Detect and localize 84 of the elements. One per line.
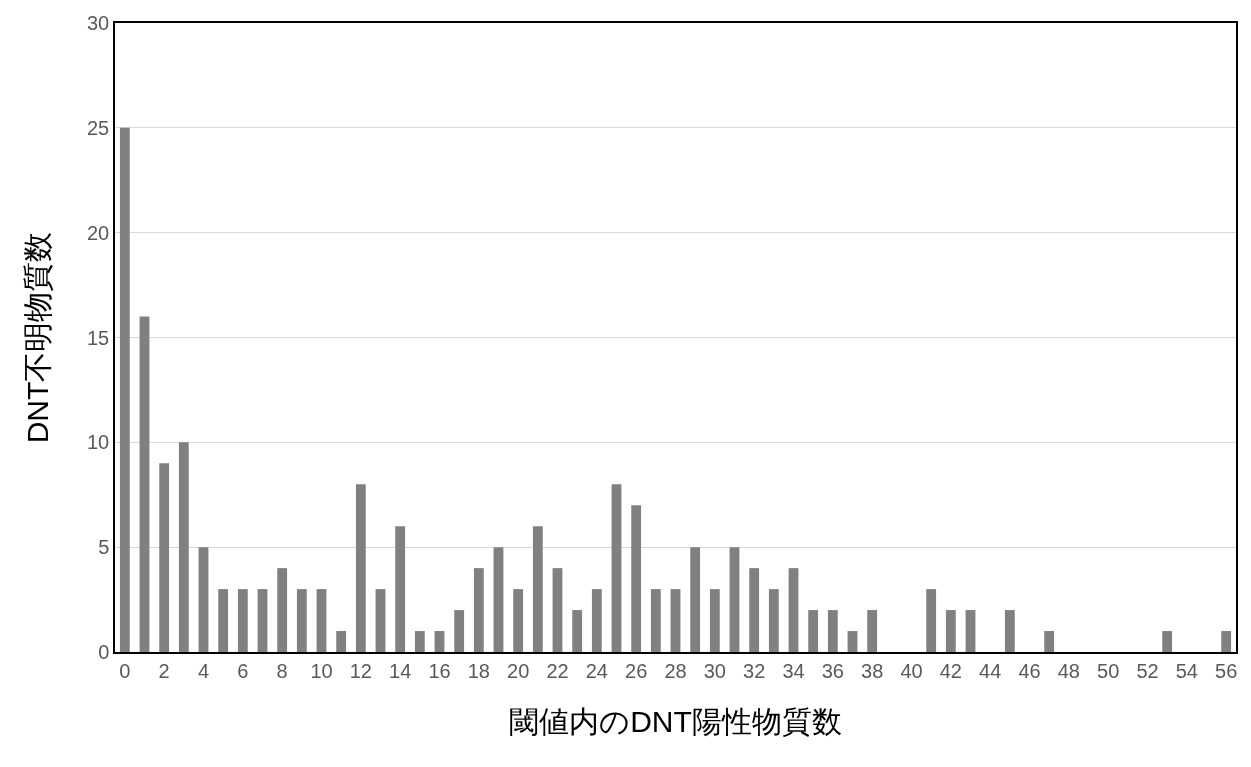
bar — [965, 610, 976, 652]
x-tick-label: 38 — [861, 659, 884, 682]
x-tick-label: 28 — [664, 659, 687, 682]
bar — [198, 547, 209, 652]
bar — [1004, 610, 1015, 652]
bar — [395, 526, 406, 652]
x-tick-label: 24 — [585, 659, 608, 682]
x-tick-label: 22 — [546, 659, 569, 682]
x-tick-label: 36 — [821, 659, 844, 682]
bar — [237, 589, 248, 652]
bar — [336, 631, 347, 652]
x-tick-label: 42 — [939, 659, 962, 682]
bar — [926, 589, 937, 652]
y-tick-label: 5 — [98, 536, 110, 559]
bar — [119, 127, 130, 652]
y-tick-label: 30 — [87, 12, 110, 34]
bar — [277, 568, 288, 652]
x-tick-label: 2 — [158, 659, 170, 682]
x-tick-label: 40 — [900, 659, 923, 682]
bar — [591, 589, 602, 652]
y-tick-label: 10 — [87, 431, 110, 454]
x-tick-label: 52 — [1136, 659, 1159, 682]
bar — [178, 442, 189, 652]
bar — [650, 589, 661, 652]
x-tick-label: 18 — [467, 659, 490, 682]
x-tick-label: 12 — [349, 659, 372, 682]
bar — [670, 589, 681, 652]
bar — [159, 463, 170, 652]
x-tick-label: 44 — [979, 659, 1002, 682]
bar — [690, 547, 701, 652]
bar — [454, 610, 465, 652]
x-tick-label: 14 — [389, 659, 412, 682]
bar — [788, 568, 799, 652]
x-tick-label: 10 — [310, 659, 333, 682]
bar — [572, 610, 583, 652]
bar — [631, 505, 642, 652]
y-tick-label: 20 — [87, 221, 110, 244]
bar — [867, 610, 878, 652]
bar — [552, 568, 563, 652]
bar — [768, 589, 779, 652]
x-tick-label: 0 — [119, 659, 131, 682]
bar — [1044, 631, 1055, 652]
y-tick-label: 0 — [98, 641, 110, 663]
x-tick-label: 8 — [276, 659, 288, 682]
bar — [847, 631, 858, 652]
x-axis-title: 閾値内のDNT陽性物質数 — [509, 704, 842, 738]
x-tick-label: 26 — [625, 659, 648, 682]
bar — [532, 526, 543, 652]
x-tick-label: 56 — [1215, 659, 1238, 682]
y-axis-title: DNT不明物質数 — [20, 231, 54, 444]
bar — [945, 610, 956, 652]
bar — [434, 631, 445, 652]
x-tick-label: 54 — [1175, 659, 1198, 682]
bar — [473, 568, 484, 652]
bar — [513, 589, 524, 652]
x-tick-label: 6 — [237, 659, 249, 682]
bar — [257, 589, 268, 652]
bar — [296, 589, 307, 652]
bar — [355, 484, 366, 652]
bar — [218, 589, 229, 652]
bar — [493, 547, 504, 652]
x-tick-label: 46 — [1018, 659, 1041, 682]
bar — [414, 631, 425, 652]
bar — [316, 589, 327, 652]
x-tick-label: 50 — [1097, 659, 1120, 682]
x-tick-label: 48 — [1057, 659, 1080, 682]
bar — [749, 568, 760, 652]
bar — [139, 316, 150, 652]
x-tick-label: 4 — [197, 659, 210, 682]
bar — [729, 547, 740, 652]
bar — [709, 589, 720, 652]
bar — [611, 484, 622, 652]
x-tick-label: 34 — [782, 659, 805, 682]
y-tick-label: 25 — [87, 116, 110, 139]
x-tick-label: 32 — [743, 659, 766, 682]
x-tick-label: 30 — [703, 659, 726, 682]
bar — [808, 610, 819, 652]
bar — [1221, 631, 1232, 652]
bar — [827, 610, 838, 652]
bar — [375, 589, 386, 652]
x-tick-label: 16 — [428, 659, 451, 682]
bar — [1162, 631, 1173, 652]
x-tick-label: 20 — [507, 659, 530, 682]
y-tick-label: 15 — [87, 326, 110, 349]
